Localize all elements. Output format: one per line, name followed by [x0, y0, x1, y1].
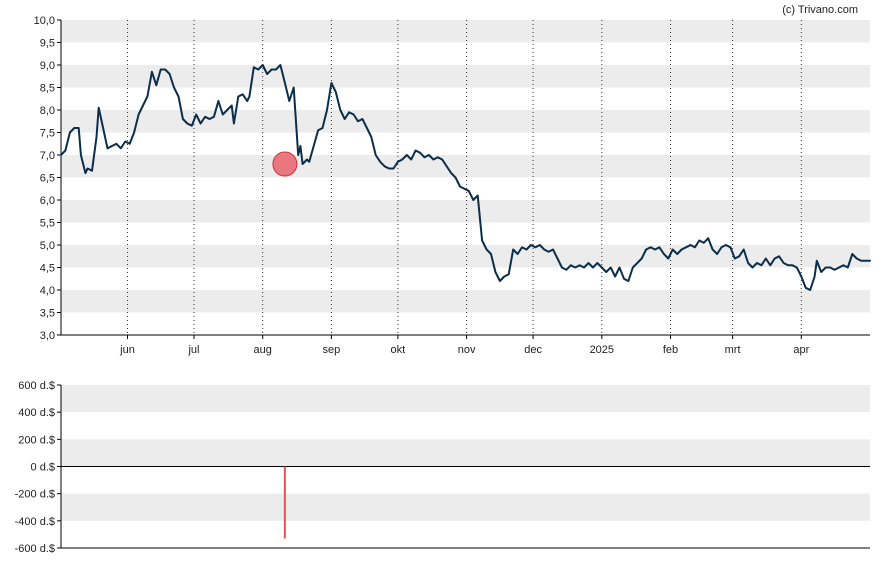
price-y-tick-label: 3,5: [40, 308, 55, 320]
price-x-tick-label: mrt: [725, 344, 741, 356]
price-grid-band: [61, 267, 870, 290]
price-month-gridlines: [126, 20, 802, 335]
price-x-tick-label: jun: [119, 344, 135, 356]
price-y-tick-label: 7,0: [40, 150, 55, 162]
price-x-ticks: jun jul aug sep okt nov dec 2025 feb mrt apr: [119, 335, 810, 356]
volume-grid-band: [61, 466, 870, 494]
price-grid-band: [61, 245, 870, 268]
price-x-tick-label: aug: [254, 344, 272, 356]
volume-grid-bands: [60, 385, 870, 549]
price-x-tick-label: okt: [391, 344, 406, 356]
volume-y-tick-label: 600 d.$: [18, 380, 55, 392]
price-x-tick-label: jul: [187, 344, 199, 356]
volume-grid-band: [61, 493, 870, 521]
price-y-tick-label: 8,0: [40, 105, 55, 117]
price-grid-band: [61, 290, 870, 313]
price-y-tick-label: 8,5: [40, 83, 55, 95]
volume-y-tick-label: -600 d.$: [15, 543, 55, 555]
price-x-tick-label: dec: [524, 344, 542, 356]
price-grid-band: [61, 20, 870, 43]
price-y-tick-label: 4,5: [40, 263, 55, 275]
volume-y-tick-label: 200 d.$: [18, 434, 55, 446]
price-y-tick-label: 5,0: [40, 240, 55, 252]
price-x-tick-label: sep: [323, 344, 341, 356]
price-grid-band: [61, 110, 870, 133]
price-y-tick-label: 10,0: [34, 15, 55, 27]
price-grid-band: [61, 42, 870, 65]
price-grid-band: [61, 200, 870, 223]
volume-grid-band: [61, 385, 870, 413]
volume-grid-band: [61, 520, 870, 548]
volume-y-tick-label: 0 d.$: [31, 462, 55, 474]
price-grid-band: [61, 132, 870, 155]
price-x-tick-label: feb: [663, 344, 678, 356]
price-y-tick-label: 3,0: [40, 330, 55, 342]
price-y-tick-label: 5,5: [40, 218, 55, 230]
price-grid-band: [61, 155, 870, 178]
price-grid-band: [61, 87, 870, 110]
price-x-tick-label: 2025: [590, 344, 614, 356]
transaction-marker: [272, 151, 298, 177]
price-y-tick-label: 4,0: [40, 285, 55, 297]
volume-y-tick-label: 400 d.$: [18, 407, 55, 419]
price-panel: 10,0 9,5 9,0 8,5 8,0 7,5 7,0 6,5 6,0 5,5 5,0 4,5 4,0…: [34, 4, 871, 356]
price-x-tick-label: nov: [458, 344, 476, 356]
price-y-tick-label: 6,0: [40, 195, 55, 207]
volume-grid-band: [61, 412, 870, 440]
volume-grid-band: [61, 439, 870, 467]
price-x-tick-label: apr: [793, 344, 809, 356]
volume-panel: 600 d.$ 400 d.$ 200 d.$ 0 d.$ -200 d.$ -400 d…: [15, 380, 870, 555]
credit-label: (c) Trivano.com: [782, 4, 858, 16]
price-grid-bands: [60, 20, 870, 336]
volume-y-ticks: 600 d.$ 400 d.$ 200 d.$ 0 d.$ -200 d.$ -400 d…: [15, 380, 61, 555]
volume-y-tick-label: -400 d.$: [15, 516, 55, 528]
price-series-line: [60, 64, 871, 291]
price-y-tick-label: 9,0: [40, 60, 55, 72]
volume-y-tick-label: -200 d.$: [15, 489, 55, 501]
price-y-tick-label: 7,5: [40, 128, 55, 140]
price-grid-band: [61, 222, 870, 245]
price-y-tick-label: 6,5: [40, 173, 55, 185]
price-y-tick-label: 9,5: [40, 38, 55, 50]
price-grid-band: [61, 312, 870, 335]
price-grid-band: [61, 65, 870, 88]
price-y-ticks: 10,0 9,5 9,0 8,5 8,0 7,5 7,0 6,5 6,0 5,5 5,0 4,5 4,0…: [34, 15, 61, 342]
